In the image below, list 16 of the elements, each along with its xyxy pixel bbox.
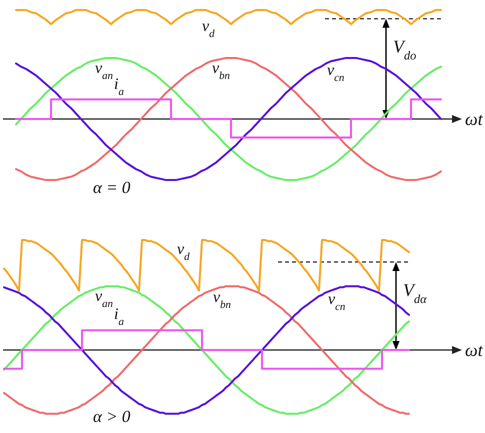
annotation: α > 0 <box>93 407 131 426</box>
series-label: v$_{bn}$ <box>212 60 230 82</box>
series-label: v$_{cn}$ <box>328 291 346 313</box>
series-label: v$_{an}$ <box>95 60 113 82</box>
series-label: i$_{a}$ <box>114 306 124 328</box>
series-label: v$_{d}$ <box>177 241 190 263</box>
x-axis-title: ωt <box>465 109 484 129</box>
ref-line-label: V$_{do}$ <box>393 36 416 63</box>
ref-line-label: V$_{dα}$ <box>403 280 428 306</box>
series-label: v$_{cn}$ <box>327 62 344 84</box>
series-label: v$_{d}$ <box>202 18 216 40</box>
series-label: v$_{bn}$ <box>213 289 231 311</box>
annotation: α = 0 <box>93 178 131 197</box>
series-label: i$_{a}$ <box>114 76 124 98</box>
x-axis-title: ωt <box>465 340 484 360</box>
series-label: v$_{an}$ <box>95 288 113 310</box>
